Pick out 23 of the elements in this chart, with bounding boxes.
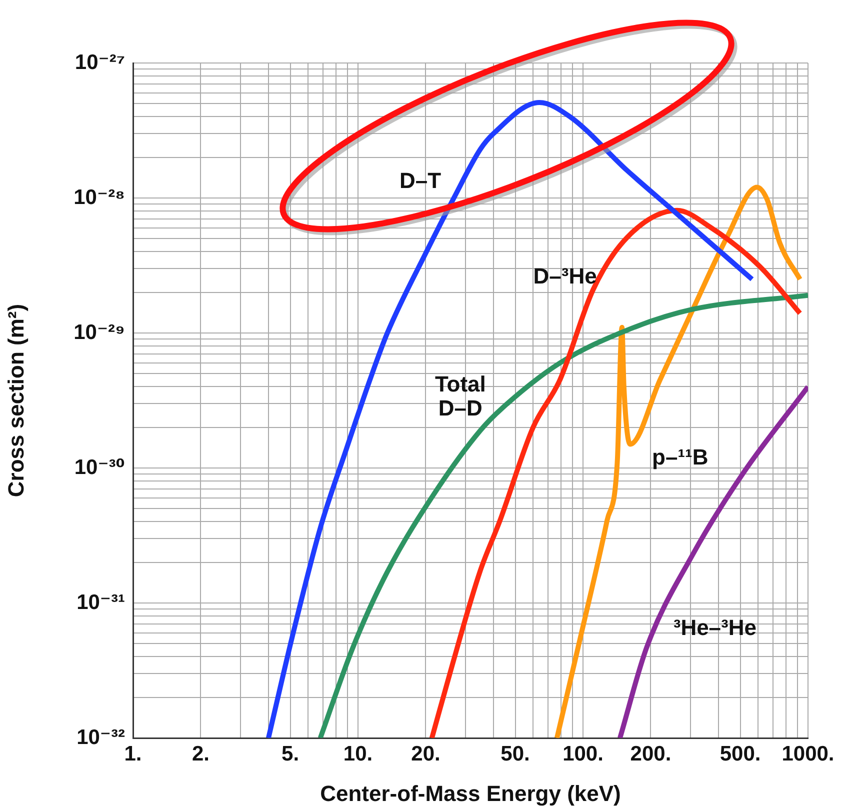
y-axis-title: Cross section (m²) — [3, 304, 28, 498]
x-axis-title: Center-of-Mass Energy (keV) — [320, 780, 621, 806]
series-label: p–¹¹B — [652, 444, 708, 470]
x-tick-label: 100. — [562, 742, 604, 766]
y-tick-label: 10⁻²⁷ — [74, 50, 125, 74]
x-tick-label: 500. — [720, 742, 761, 766]
y-tick-label: 10⁻³² — [76, 726, 125, 749]
series-label: D–³He — [533, 264, 597, 289]
y-tick-label: 10⁻²⁸ — [74, 186, 125, 209]
series-label: D–T — [399, 168, 442, 194]
x-tick-label: 10. — [343, 742, 373, 766]
y-tick-label: 10⁻³⁰ — [74, 456, 125, 479]
x-tick-label: 2. — [192, 742, 210, 766]
series-label: Total D–D — [434, 371, 486, 420]
y-tick-label: 10⁻³¹ — [76, 590, 125, 614]
series-label: ³He–³He — [673, 615, 756, 640]
x-tick-label: 200. — [630, 742, 672, 766]
x-tick-label: 1. — [124, 742, 142, 766]
x-tick-label: 1000. — [782, 742, 834, 766]
x-tick-label: 5. — [282, 742, 300, 766]
x-tick-label: 20. — [411, 742, 440, 766]
y-tick-label: 10⁻²⁹ — [74, 320, 125, 344]
x-tick-label: 50. — [500, 742, 530, 766]
